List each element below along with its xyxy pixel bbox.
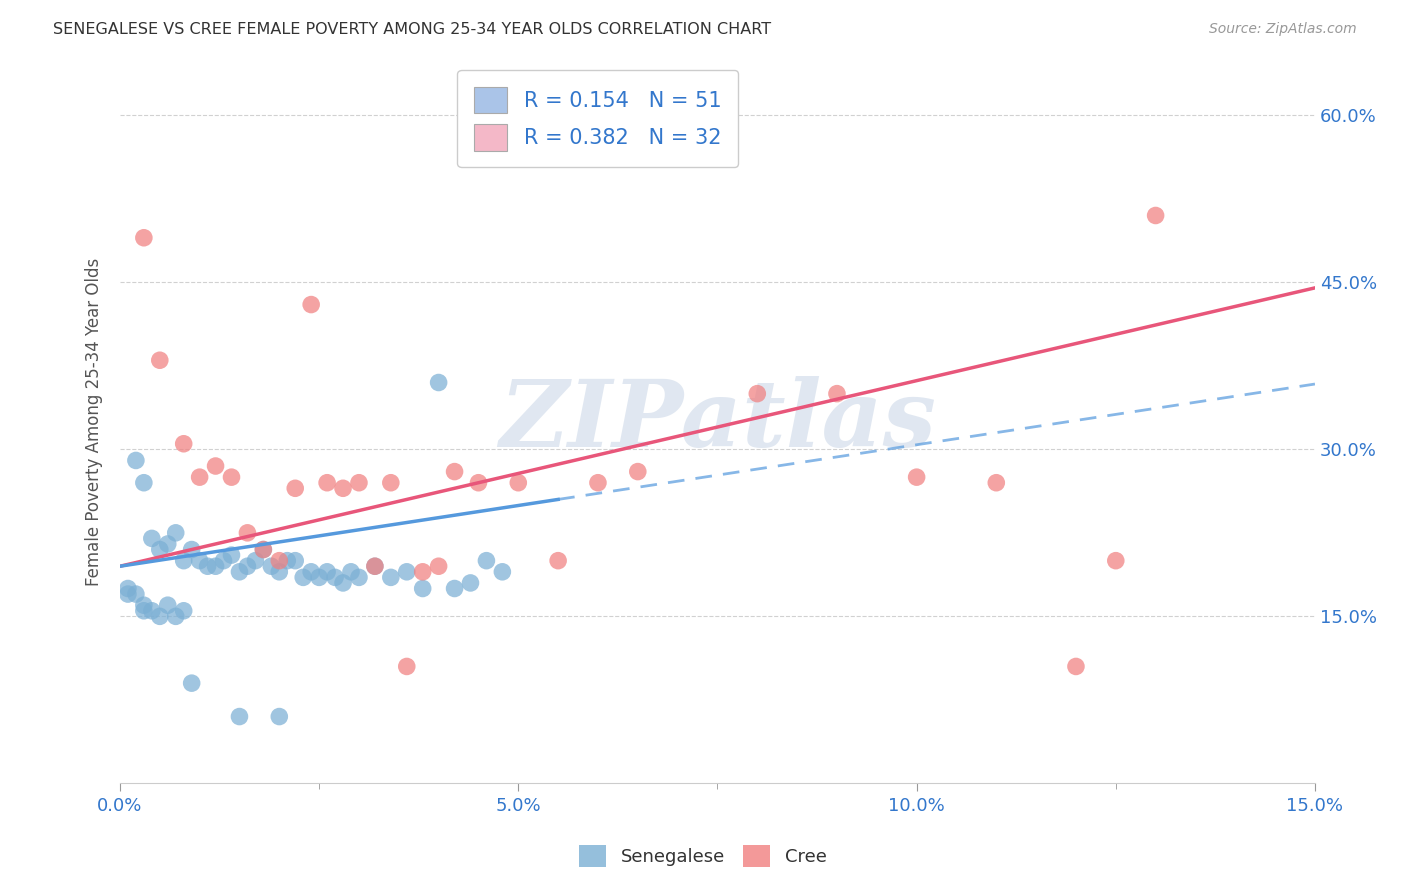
Point [125,453,148,467]
Point [149,542,172,557]
Point [627,465,650,479]
Point [276,554,298,568]
Point [180,676,202,690]
Point [427,376,450,390]
Point [427,559,450,574]
Text: ZIPatlas: ZIPatlas [499,376,936,467]
Point [188,554,211,568]
Point [236,559,259,574]
Point [173,604,195,618]
Point [547,554,569,568]
Point [212,554,235,568]
Point [204,559,226,574]
Point [347,570,370,584]
Text: SENEGALESE VS CREE FEMALE POVERTY AMONG 25-34 YEAR OLDS CORRELATION CHART: SENEGALESE VS CREE FEMALE POVERTY AMONG … [53,22,772,37]
Point [228,565,250,579]
Point [141,604,163,618]
Point [1064,659,1087,673]
Point [299,565,322,579]
Point [197,559,219,574]
Point [412,582,434,596]
Point [332,576,354,591]
Point [132,231,155,245]
Point [236,525,259,540]
Point [747,386,769,401]
Y-axis label: Female Poverty Among 25-34 Year Olds: Female Poverty Among 25-34 Year Olds [86,258,103,586]
Point [323,570,346,584]
Point [475,554,498,568]
Point [132,475,155,490]
Point [467,475,489,490]
Point [364,559,387,574]
Point [1144,209,1167,223]
Point [460,576,482,591]
Point [165,609,187,624]
Point [332,481,354,495]
Point [380,475,402,490]
Point [173,436,195,450]
Point [228,709,250,723]
Point [1105,554,1128,568]
Point [252,542,274,557]
Point [443,582,465,596]
Point [245,554,267,568]
Text: Source: ZipAtlas.com: Source: ZipAtlas.com [1209,22,1357,37]
Point [117,587,139,601]
Point [125,587,148,601]
Point [347,475,370,490]
Point [586,475,609,490]
Point [269,709,291,723]
Legend: R = 0.154   N = 51, R = 0.382   N = 32: R = 0.154 N = 51, R = 0.382 N = 32 [457,70,738,168]
Point [188,470,211,484]
Point [299,297,322,311]
Point [316,565,339,579]
Point [508,475,530,490]
Point [269,565,291,579]
Point [412,565,434,579]
Point [149,353,172,368]
Point [117,582,139,596]
Point [252,542,274,557]
Point [269,554,291,568]
Point [292,570,315,584]
Point [221,470,243,484]
Point [156,537,179,551]
Point [156,598,179,612]
Point [395,659,418,673]
Point [132,604,155,618]
Point [180,542,202,557]
Point [986,475,1008,490]
Point [165,525,187,540]
Point [364,559,387,574]
Point [316,475,339,490]
Point [141,532,163,546]
Point [340,565,363,579]
Point [260,559,283,574]
Point [308,570,330,584]
Point [443,465,465,479]
Point [204,458,226,473]
Legend: Senegalese, Cree: Senegalese, Cree [572,838,834,874]
Point [825,386,848,401]
Point [395,565,418,579]
Point [149,609,172,624]
Point [221,548,243,562]
Point [284,554,307,568]
Point [491,565,513,579]
Point [905,470,928,484]
Point [173,554,195,568]
Point [284,481,307,495]
Point [132,598,155,612]
Point [380,570,402,584]
